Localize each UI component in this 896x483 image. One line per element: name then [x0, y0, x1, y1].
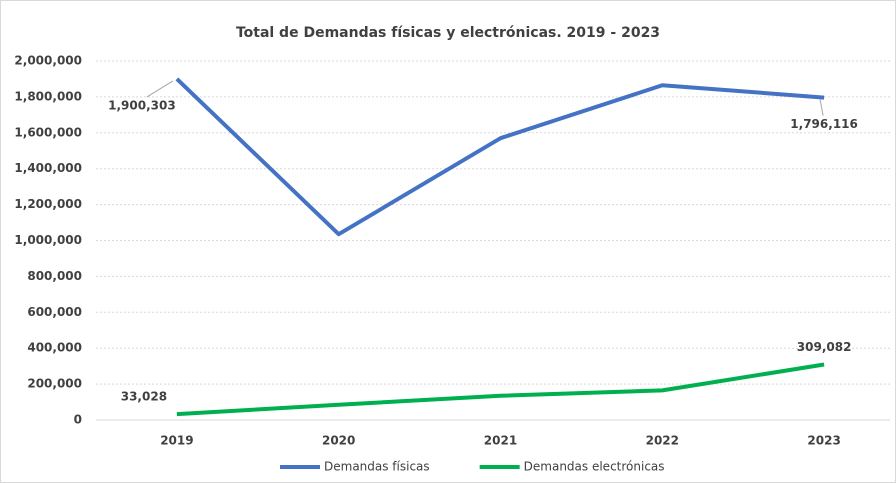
x-tick-label: 2022: [646, 434, 679, 448]
y-tick-label: 1,000,000: [14, 233, 82, 247]
x-tick-label: 2023: [807, 434, 840, 448]
legend-label: Demandas electrónicas: [524, 460, 665, 474]
data-label: 1,900,303: [108, 98, 176, 112]
series-line: [176, 362, 825, 417]
y-tick-label: 1,800,000: [14, 89, 82, 103]
y-tick-label: 800,000: [27, 269, 82, 283]
data-label: 33,028: [121, 390, 167, 404]
leader-line: [146, 80, 174, 98]
data-label: 1,796,116: [790, 117, 858, 131]
y-tick-label: 1,400,000: [14, 161, 82, 175]
y-tick-label: 0: [74, 413, 82, 427]
y-tick-label: 200,000: [27, 377, 82, 391]
x-tick-label: 2021: [484, 434, 517, 448]
y-tick-label: 1,600,000: [14, 125, 82, 139]
chart-title: Total de Demandas físicas y electrónicas…: [236, 25, 660, 41]
leader-line: [819, 99, 824, 116]
x-tick-label: 2019: [160, 434, 193, 448]
series-line: [175, 77, 825, 237]
x-tick-label: 2020: [322, 434, 355, 448]
y-tick-label: 600,000: [27, 305, 82, 319]
data-label: 309,082: [797, 340, 852, 354]
y-tick-label: 1,200,000: [14, 197, 82, 211]
legend-label: Demandas físicas: [324, 460, 430, 474]
y-tick-label: 2,000,000: [14, 54, 82, 68]
y-tick-label: 400,000: [27, 341, 82, 355]
